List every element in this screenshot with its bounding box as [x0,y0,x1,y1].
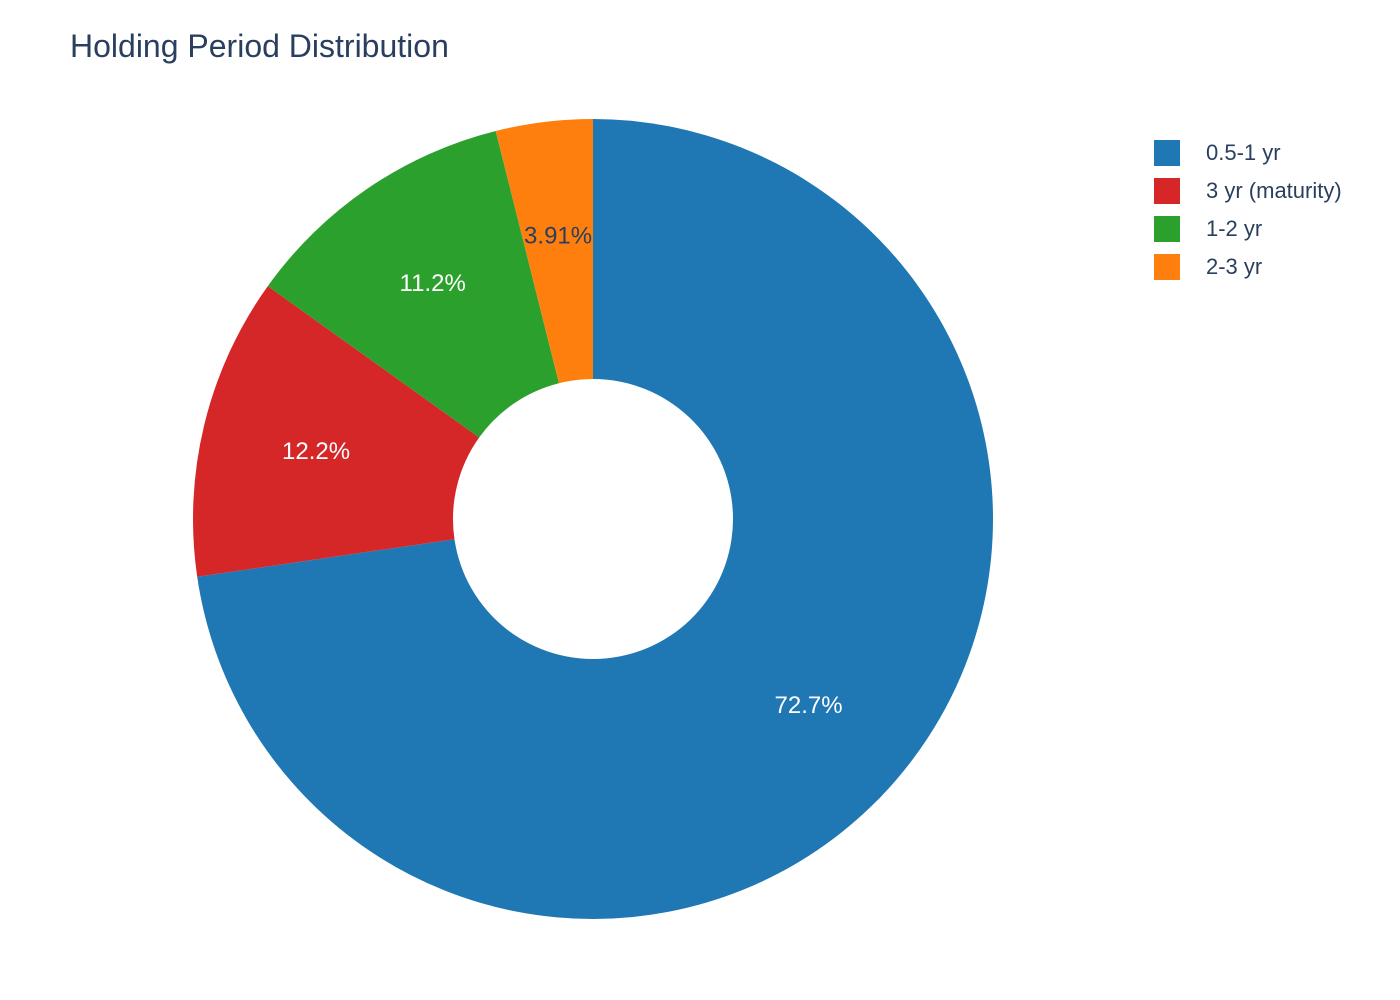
legend-swatch [1154,140,1180,166]
legend-item-3-yr-maturity[interactable]: 3 yr (maturity) [1154,172,1342,210]
legend-item-0-5-1-yr[interactable]: 0.5-1 yr [1154,134,1342,172]
slice-label-1-2-yr: 11.2% [400,270,466,297]
legend-label: 1-2 yr [1206,216,1263,241]
legend-item-1-2-yr[interactable]: 1-2 yr [1154,210,1342,248]
slice-1-2-yr[interactable] [267,131,559,438]
chart-title: Holding Period Distribution [70,28,449,64]
legend-item-2-3-yr[interactable]: 2-3 yr [1154,248,1342,286]
slice-label-3-yr-maturity: 12.2% [282,438,350,465]
legend-swatch [1154,178,1180,204]
slice-label-2-3-yr: 3.91% [524,223,592,250]
slice-0-5-1-yr[interactable] [197,119,993,919]
legend-label: 2-3 yr [1206,254,1263,279]
legend-swatch [1154,254,1180,280]
legend: 0.5-1 yr 3 yr (maturity) 1-2 yr 2-3 yr [1154,134,1342,286]
slice-label-0-5-1-yr: 72.7% [775,692,843,719]
slice-2-3-yr[interactable] [495,119,593,384]
slice-3-yr-maturity[interactable] [193,286,480,577]
legend-swatch [1154,216,1180,242]
legend-label: 3 yr (maturity) [1206,178,1342,203]
legend-label: 0.5-1 yr [1206,140,1281,165]
